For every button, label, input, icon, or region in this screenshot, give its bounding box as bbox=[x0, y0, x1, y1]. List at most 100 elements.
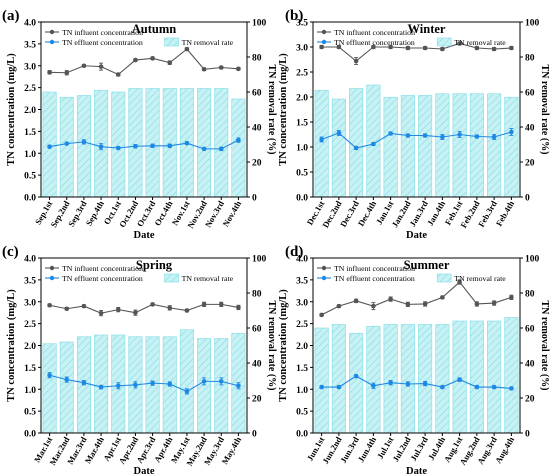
influent-point bbox=[509, 45, 514, 51]
effluent-point bbox=[47, 144, 52, 149]
y-tick-label: 1.5 bbox=[296, 364, 308, 374]
y-tick-label: 1.5 bbox=[24, 128, 36, 138]
removal-rate-bar bbox=[469, 93, 484, 198]
legend-removal-swatch bbox=[164, 273, 179, 283]
panel-title: Winter bbox=[408, 22, 446, 36]
y-axis-title: TN concentration (mg/L) bbox=[6, 53, 17, 166]
influent-point bbox=[336, 303, 342, 309]
y-right-tick-label: 100 bbox=[525, 19, 540, 29]
influent-point bbox=[115, 72, 121, 77]
y-tick-label: 3.5 bbox=[296, 276, 308, 286]
effluent-point bbox=[474, 134, 480, 139]
legend-removal-text: TN removal rate bbox=[454, 38, 506, 47]
legend-influent-marker bbox=[321, 29, 327, 35]
influent-point bbox=[457, 279, 462, 285]
effluent-point bbox=[167, 143, 173, 149]
effluent-line bbox=[321, 131, 512, 149]
removal-rate-bar bbox=[383, 96, 398, 198]
removal-rate-bar bbox=[383, 324, 398, 434]
influent-point bbox=[422, 301, 428, 307]
effluent-point bbox=[133, 382, 138, 388]
influent-point bbox=[388, 44, 393, 50]
influent-point bbox=[98, 310, 104, 316]
chart-panel-autumn: (a) Autumn 0.0 0.5 1.0 1.5 2.0 2.5 3.0 3.5 4.0 0 20 4… bbox=[2, 8, 277, 241]
panel-label: (a) bbox=[2, 8, 20, 24]
plot-frame bbox=[312, 21, 521, 198]
removal-rate-bar bbox=[76, 95, 91, 198]
effluent-point bbox=[319, 384, 324, 390]
y-right-tick-label: 20 bbox=[525, 159, 535, 169]
removal-rate-bar bbox=[314, 327, 329, 434]
influent-line bbox=[49, 48, 239, 76]
removal-rate-bar bbox=[349, 332, 364, 434]
effluent-point bbox=[236, 383, 241, 389]
effluent-point bbox=[457, 132, 462, 137]
y-tick-label: 4.0 bbox=[24, 255, 36, 265]
y-right-tick-label: 0 bbox=[252, 194, 257, 204]
effluent-point bbox=[353, 145, 359, 151]
influent-point bbox=[184, 46, 190, 52]
effluent-point bbox=[319, 137, 324, 142]
y-right-tick-label: 80 bbox=[525, 54, 535, 64]
removal-rate-bar bbox=[179, 329, 194, 434]
influent-point bbox=[167, 60, 173, 65]
influent-point bbox=[64, 306, 70, 312]
y-right-tick-label: 60 bbox=[252, 89, 262, 99]
y-right-tick-label: 100 bbox=[252, 19, 267, 29]
influent-point bbox=[184, 308, 190, 313]
effluent-point bbox=[201, 379, 207, 384]
removal-rate-bar bbox=[366, 325, 381, 434]
influent-line bbox=[49, 303, 239, 314]
x-axis-title: Date bbox=[406, 230, 427, 241]
y-axis-title: TN concentration (mg/L) bbox=[6, 289, 17, 402]
y-right-tick-label: 0 bbox=[252, 430, 257, 440]
y-tick-label: 0.0 bbox=[24, 430, 36, 440]
influent-point bbox=[98, 64, 104, 69]
y-right-tick-label: 100 bbox=[252, 255, 267, 265]
influent-point bbox=[440, 46, 445, 52]
y-right-tick-label: 20 bbox=[252, 159, 262, 169]
removal-rate-bar bbox=[197, 338, 212, 434]
panel-title: Autumn bbox=[132, 22, 177, 36]
effluent-point bbox=[184, 389, 190, 394]
legend-removal-swatch bbox=[436, 37, 452, 47]
removal-rate-bar bbox=[452, 93, 467, 198]
influent-line bbox=[321, 281, 512, 316]
y-tick-label: 1.0 bbox=[24, 386, 36, 396]
effluent-point bbox=[336, 130, 342, 136]
influent-point bbox=[440, 295, 445, 300]
y-tick-label: 1.5 bbox=[24, 364, 36, 374]
effluent-point bbox=[422, 381, 428, 386]
y-tick-label: 4.0 bbox=[24, 19, 36, 29]
effluent-point bbox=[388, 131, 393, 136]
y-right-tick-label: 40 bbox=[252, 360, 262, 370]
legend-influent-text: TN influent concentration bbox=[62, 28, 143, 37]
effluent-point bbox=[371, 383, 376, 389]
y-tick-label: 2.0 bbox=[24, 106, 36, 116]
y-right-tick-label: 60 bbox=[252, 325, 262, 335]
influent-point bbox=[236, 66, 241, 72]
legend-influent-text: TN influent concentration bbox=[334, 264, 415, 273]
influent-point bbox=[81, 63, 87, 69]
y-right-tick-label: 80 bbox=[252, 54, 262, 64]
y-axis-title: TN concentration (mg/L) bbox=[278, 289, 289, 402]
effluent-point bbox=[184, 140, 190, 146]
removal-rate-bar bbox=[487, 93, 502, 198]
x-axis-title: Date bbox=[134, 466, 155, 474]
x-axis-title: Date bbox=[134, 230, 155, 241]
y-tick-label: 3.0 bbox=[24, 62, 36, 72]
removal-rate-bar bbox=[111, 91, 126, 198]
y-tick-label: 2.0 bbox=[24, 342, 36, 352]
removal-rate-bar bbox=[435, 324, 450, 434]
influent-point bbox=[115, 307, 121, 312]
effluent-line bbox=[321, 375, 512, 389]
removal-rate-bar bbox=[214, 88, 229, 198]
removal-rate-bar bbox=[128, 88, 143, 198]
y-right-tick-label: 40 bbox=[525, 360, 535, 370]
removal-rate-bar bbox=[59, 341, 74, 434]
y-tick-label: 0.5 bbox=[24, 172, 36, 182]
removal-rate-bar bbox=[94, 334, 109, 434]
legend-influent-marker bbox=[49, 29, 55, 35]
influent-point bbox=[319, 44, 324, 50]
effluent-point bbox=[491, 134, 497, 140]
